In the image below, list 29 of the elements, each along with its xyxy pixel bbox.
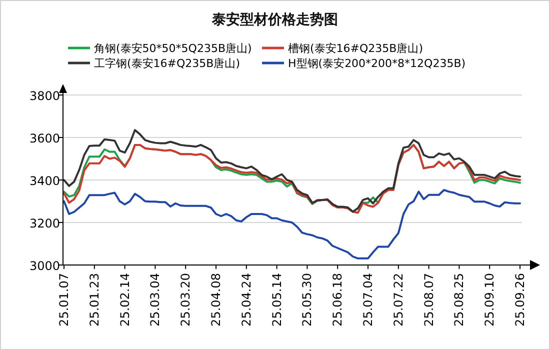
x-tick-label: 25.09.10 [482,273,497,326]
x-tick-label: 25.03.04 [148,273,162,326]
x-tick-label: 25.08.25 [452,273,466,326]
x-tick-label: 25.04.24 [239,273,254,326]
x-tick-label: 25.08.07 [422,273,436,326]
x-tick-label: 25.02.14 [118,273,132,326]
line-series [63,188,521,260]
line-series [63,144,521,214]
chart-title: 泰安型材价格走势图 [211,11,338,28]
legend-label: H型钢(泰安200*200*8*12Q235B) [288,57,466,70]
y-tick-label: 3200 [29,216,60,230]
y-tick-label: 3400 [29,174,60,188]
x-tick-label: 25.07.04 [361,273,375,326]
x-tick-label: 25.06.18 [330,273,345,326]
y-tick-label: 3800 [29,89,60,103]
x-tick-label: 25.07.22 [391,273,406,326]
y-tick-label: 3000 [29,259,60,273]
x-tick-label: 25.05.30 [300,273,314,326]
x-tick-label: 25.01.23 [87,273,102,326]
x-tick-label: 25.04.08 [209,273,223,326]
legend-label: 槽钢(泰安16#Q235B唐山) [288,42,423,55]
x-tick-label: 25.01.07 [57,273,71,326]
x-tick-label: 25.09.26 [513,273,527,326]
line-series [63,129,521,213]
x-tick-label: 25.05.14 [270,273,284,326]
y-tick-label: 3600 [29,132,60,146]
legend-label: 工字钢(泰安16#Q235B唐山) [94,57,240,70]
legend-label: 角钢(泰安50*50*5Q235B唐山) [94,42,252,55]
x-tick-label: 25.03.20 [178,273,193,326]
